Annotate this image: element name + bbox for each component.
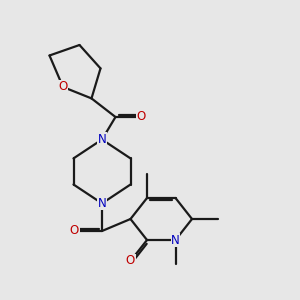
Text: N: N <box>98 197 106 210</box>
Text: N: N <box>98 133 106 146</box>
Text: N: N <box>171 233 180 247</box>
Text: O: O <box>136 110 146 124</box>
Text: O: O <box>70 224 79 238</box>
Text: O: O <box>58 80 68 94</box>
Text: O: O <box>126 254 135 268</box>
